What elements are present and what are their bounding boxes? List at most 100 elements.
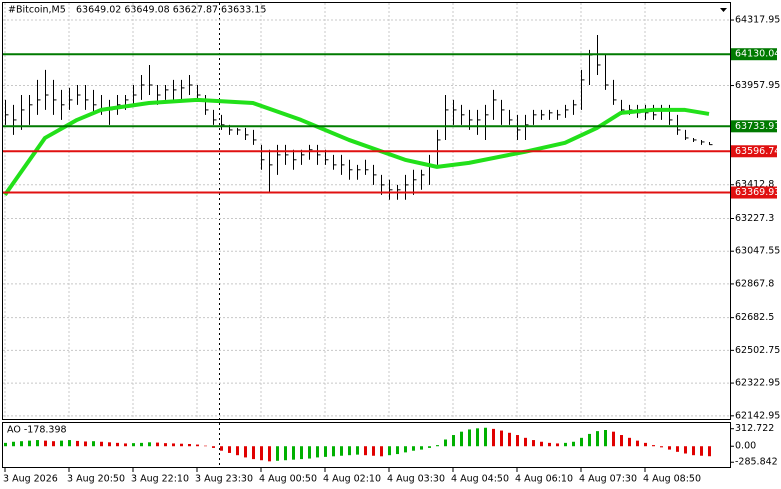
- chart-title: #Bitcoin,M5: [8, 5, 66, 16]
- ao-bar: [100, 441, 103, 447]
- ao-bar: [356, 446, 359, 455]
- ao-bar: [316, 446, 319, 458]
- level-label-box: [731, 186, 777, 199]
- ao-bar: [204, 445, 207, 447]
- x-tick-label: 4 Aug 06:10: [515, 474, 573, 485]
- ao-bar: [340, 446, 343, 456]
- indicator-frame: [2, 422, 731, 468]
- level-label-box: [731, 120, 777, 133]
- ao-bar: [220, 446, 223, 451]
- ao-bar: [108, 442, 111, 447]
- x-tick-label: 4 Aug 07:30: [579, 474, 637, 485]
- ao-bar: [284, 446, 287, 461]
- level-label: 63733.91: [735, 121, 780, 132]
- ao-bar: [116, 442, 119, 447]
- moving-average: [3, 97, 710, 197]
- ao-bar: [260, 446, 263, 461]
- ao-bar: [420, 446, 423, 450]
- x-tick-label: 3 Aug 23:30: [195, 474, 253, 485]
- ao-bar: [524, 437, 527, 447]
- ao-bar: [380, 446, 383, 457]
- y-tick-label: 62867.8: [735, 278, 774, 289]
- ao-bar: [148, 442, 151, 447]
- level-label-box: [731, 145, 777, 158]
- ao-bar: [276, 446, 279, 461]
- ao-bar: [644, 442, 647, 447]
- ao-bar: [364, 446, 367, 456]
- y-tick-label: 63957.95: [735, 80, 780, 91]
- ao-bar: [556, 443, 559, 447]
- ao-bar: [452, 435, 455, 447]
- ao-bar: [412, 446, 415, 451]
- indicator-title: AO -178.398: [7, 425, 67, 436]
- ao-bar: [636, 440, 639, 447]
- ao-bar: [372, 446, 375, 456]
- ao-bar: [324, 446, 327, 457]
- y-tick-label: 62142.95: [735, 410, 780, 421]
- ao-bar: [76, 440, 79, 447]
- ao-bar: [580, 437, 583, 447]
- ao-bar: [540, 441, 543, 447]
- level-label: 64130.04: [735, 49, 780, 60]
- y-tick-label: 62682.5: [735, 312, 774, 323]
- level-label-box: [731, 48, 777, 61]
- indicator-tick-label: 0.00: [735, 441, 756, 452]
- indicator-tick-label: -285.842: [735, 457, 778, 468]
- ao-bar: [508, 432, 511, 447]
- ao-bar: [12, 441, 15, 447]
- x-tick-label: 4 Aug 03:30: [387, 474, 445, 485]
- x-tick-label: 3 Aug 2026: [3, 474, 58, 485]
- ao-bar: [708, 446, 711, 457]
- ao-bar: [484, 427, 487, 447]
- ao-bar: [196, 444, 199, 447]
- ao-bar: [92, 441, 95, 447]
- ao-bar: [476, 428, 479, 447]
- ao-bar: [156, 442, 159, 447]
- ao-bar: [388, 446, 391, 456]
- ao-bar: [628, 437, 631, 447]
- ao-bar: [548, 442, 551, 447]
- x-tick-label: 3 Aug 22:10: [131, 474, 189, 485]
- ao-bar: [300, 446, 303, 460]
- ao-bar: [612, 431, 615, 447]
- ao-bar: [252, 446, 255, 460]
- ao-bar: [28, 440, 31, 447]
- y-tick-label: 63047.55: [735, 246, 780, 257]
- ao-bar: [596, 431, 599, 447]
- ao-bar: [188, 443, 191, 447]
- ao-bar: [268, 446, 271, 462]
- ao-bar: [292, 446, 295, 460]
- x-tick-label: 3 Aug 20:50: [67, 474, 125, 485]
- ao-bar: [564, 442, 567, 447]
- menu-arrow: [720, 8, 727, 12]
- ao-bar: [140, 442, 143, 447]
- ao-bar: [52, 441, 55, 447]
- indicator-tick-label: 312.722: [735, 423, 774, 434]
- ao-bar: [244, 446, 247, 458]
- ao-bar: [532, 440, 535, 447]
- ao-bar: [396, 446, 399, 455]
- ao-bar: [620, 435, 623, 447]
- y-tick-label: 63412.8: [735, 179, 774, 190]
- y-tick-label: 62502.75: [735, 345, 780, 356]
- quote: 63649.02 63649.08 63627.87 63633.15: [76, 5, 266, 16]
- ao-bar: [36, 440, 39, 447]
- x-tick-label: 4 Aug 00:50: [259, 474, 317, 485]
- ao-bar: [500, 430, 503, 447]
- ao-bar: [68, 440, 71, 447]
- ao-bar: [700, 446, 703, 456]
- ao-bar: [684, 446, 687, 454]
- ao-bar: [660, 446, 663, 448]
- ao-bar: [212, 446, 215, 448]
- ao-bar: [180, 443, 183, 447]
- ao-bar: [668, 446, 671, 450]
- ao-bar: [692, 446, 695, 456]
- ao-bar: [676, 446, 679, 452]
- level-label: 63369.93: [735, 187, 780, 198]
- ao-bar: [172, 443, 175, 447]
- ao-bar: [492, 428, 495, 447]
- main-frame: [2, 2, 731, 420]
- ao-bar: [84, 441, 87, 447]
- ao-bar: [164, 443, 167, 447]
